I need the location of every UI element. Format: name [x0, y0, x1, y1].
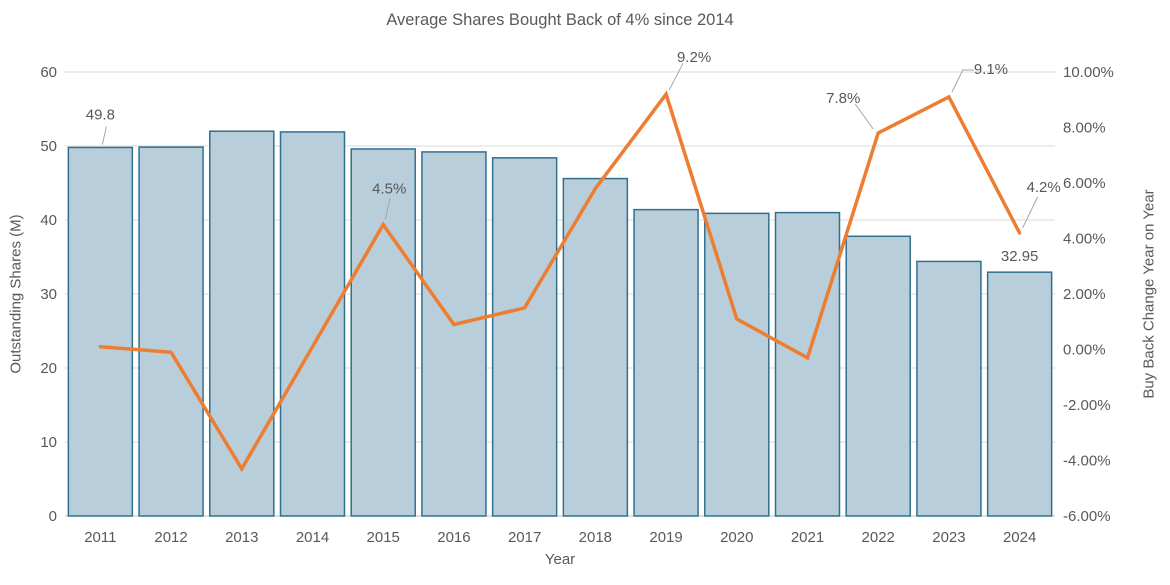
data-label-4.2%: 4.2%: [1027, 179, 1061, 196]
x-axis-label-2012: 2012: [154, 529, 187, 546]
bar-2020: [704, 212, 770, 517]
data-label-9.2%: 9.2%: [677, 49, 711, 66]
buyback-line: [98, 90, 1022, 473]
bar-2024: [986, 271, 1053, 517]
right-axis-tick--2.00%: -2.00%: [1063, 397, 1111, 414]
bar-2019: [633, 208, 699, 517]
right-axis-tick--6.00%: -6.00%: [1063, 508, 1111, 525]
bar-2018: [562, 177, 629, 517]
left-axis-tick-60: 60: [40, 64, 57, 81]
leader-line-7.8%: [854, 103, 874, 130]
bar-2011: [67, 146, 134, 517]
left-axis-title: Outstanding Shares (M): [7, 214, 25, 374]
x-axis-label-2023: 2023: [932, 529, 965, 546]
right-axis-tick-2.00%: 2.00%: [1063, 286, 1106, 303]
leader-line-9.1%: [951, 69, 974, 93]
x-axis-label-2021: 2021: [791, 529, 824, 546]
bar-2017: [491, 157, 558, 517]
x-axis-label-2020: 2020: [720, 529, 753, 546]
leader-line-9.2%: [668, 62, 684, 91]
x-axis-label-2013: 2013: [225, 529, 258, 546]
right-axis-tick--4.00%: -4.00%: [1063, 453, 1111, 470]
left-axis-tick-40: 40: [40, 212, 57, 229]
data-label-49.8: 49.8: [86, 106, 115, 123]
right-axis-title: Buy Back Change Year on Year: [1140, 189, 1158, 399]
x-axis-label-2011: 2011: [84, 529, 116, 546]
leader-line-49.8: [101, 126, 107, 145]
bar-2013: [209, 130, 275, 517]
leader-line-4.2%: [1022, 196, 1039, 229]
right-axis-tick-10.00%: 10.00%: [1063, 64, 1114, 81]
x-axis-label-2017: 2017: [508, 529, 541, 546]
data-label-4.5%: 4.5%: [372, 181, 406, 198]
left-axis-tick-50: 50: [40, 138, 57, 155]
x-axis-label-2015: 2015: [367, 529, 400, 546]
bar-2015: [350, 148, 416, 517]
left-axis-tick-20: 20: [40, 360, 57, 377]
data-label-9.1%: 9.1%: [974, 61, 1008, 78]
x-axis-title: Year: [544, 551, 576, 568]
left-axis-tick-30: 30: [40, 286, 57, 303]
data-label-7.8%: 7.8%: [826, 90, 860, 107]
bar-2023: [916, 260, 982, 517]
bar-2012: [138, 146, 204, 517]
x-axis-label-2024: 2024: [1003, 529, 1036, 546]
bar-2016: [421, 151, 487, 517]
data-label-32.95: 32.95: [1001, 248, 1039, 265]
x-axis-label-2018: 2018: [579, 529, 612, 546]
right-axis-tick-4.00%: 4.00%: [1063, 231, 1106, 248]
right-axis-tick-0.00%: 0.00%: [1063, 342, 1106, 359]
x-axis-label-2022: 2022: [862, 529, 895, 546]
x-axis-label-2019: 2019: [649, 529, 682, 546]
x-axis-label-2014: 2014: [296, 529, 329, 546]
bar-2022: [845, 235, 911, 517]
left-axis-tick-0: 0: [49, 508, 57, 525]
leader-line-4.5%: [384, 197, 391, 220]
left-axis-tick-10: 10: [40, 434, 57, 451]
bar-2021: [774, 211, 841, 517]
chart-title: Average Shares Bought Back of 4% since 2…: [386, 11, 734, 29]
bar-2014: [279, 131, 346, 517]
right-axis-tick-6.00%: 6.00%: [1063, 175, 1106, 192]
x-axis-label-2016: 2016: [437, 529, 470, 546]
right-axis-tick-8.00%: 8.00%: [1063, 120, 1106, 137]
